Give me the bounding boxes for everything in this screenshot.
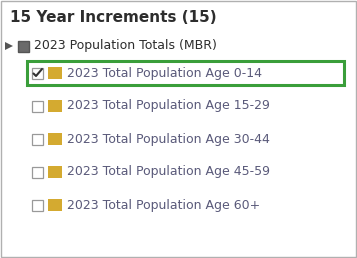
Text: 2023 Total Population Age 45-59: 2023 Total Population Age 45-59	[67, 165, 270, 179]
Bar	[18, 41, 29, 52]
Polygon shape	[48, 199, 55, 202]
Text: 2023 Total Population Age 30-44: 2023 Total Population Age 30-44	[67, 133, 270, 146]
Bar	[32, 199, 43, 211]
Bar	[32, 133, 43, 144]
Polygon shape	[48, 166, 55, 169]
Text: 2023 Total Population Age 0-14: 2023 Total Population Age 0-14	[67, 67, 262, 79]
Text: 2023 Total Population Age 60+: 2023 Total Population Age 60+	[67, 198, 260, 212]
Polygon shape	[48, 67, 55, 70]
Text: 15 Year Increments (15): 15 Year Increments (15)	[10, 10, 217, 25]
Polygon shape	[48, 67, 62, 79]
FancyBboxPatch shape	[27, 61, 344, 85]
Bar	[32, 166, 43, 178]
Bar	[32, 101, 43, 111]
Polygon shape	[5, 42, 13, 50]
Bar	[32, 68, 43, 78]
Text: 2023 Total Population Age 15-29: 2023 Total Population Age 15-29	[67, 100, 270, 112]
Polygon shape	[48, 166, 62, 178]
Polygon shape	[48, 100, 55, 103]
Polygon shape	[48, 133, 62, 145]
Polygon shape	[48, 100, 62, 112]
Text: 2023 Population Totals (MBR): 2023 Population Totals (MBR)	[34, 39, 217, 52]
Polygon shape	[48, 199, 62, 211]
Polygon shape	[48, 133, 55, 136]
